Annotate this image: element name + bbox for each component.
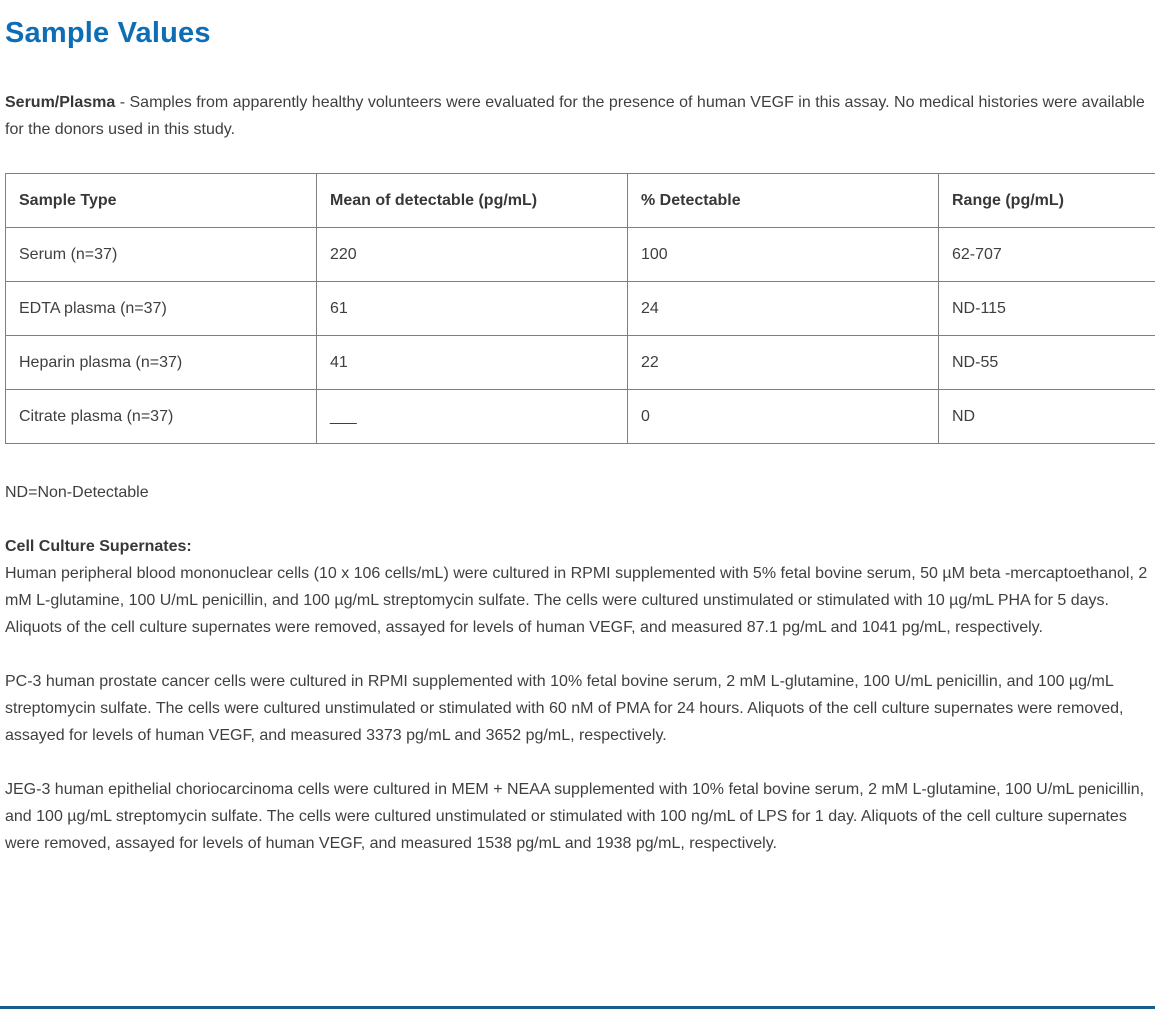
cell-range: ND (938, 389, 1155, 444)
cell-culture-text-1: Human peripheral blood mononuclear cells… (5, 565, 1148, 636)
serum-plasma-text: - Samples from apparently healthy volunt… (5, 94, 1145, 138)
col-header-percent-detectable: % Detectable (627, 173, 939, 228)
cell-percent-detectable: 24 (627, 281, 939, 336)
cell-mean: 41 (316, 335, 628, 390)
cell-culture-paragraph-1: Cell Culture Supernates: Human peripheral… (5, 533, 1148, 641)
cell-range: ND-115 (938, 281, 1155, 336)
cell-sample-type: Serum (n=37) (5, 227, 317, 282)
table-row: Serum (n=37) 220 100 62-707 (5, 227, 1155, 282)
cell-culture-paragraph-3: JEG-3 human epithelial choriocarcinoma c… (5, 781, 1145, 852)
col-header-range: Range (pg/mL) (938, 173, 1155, 228)
nd-footnote: ND=Non-Detectable (5, 484, 149, 501)
page-content: Sample Values Serum/Plasma - Samples fro… (5, 17, 1155, 852)
cell-percent-detectable: 100 (627, 227, 939, 282)
cell-range: ND-55 (938, 335, 1155, 390)
cell-culture-heading: Cell Culture Supernates: (5, 538, 192, 555)
table-row: Heparin plasma (n=37) 41 22 ND-55 (5, 335, 1155, 390)
cell-percent-detectable: 0 (627, 389, 939, 444)
serum-plasma-paragraph: Serum/Plasma - Samples from apparently h… (5, 89, 1148, 143)
cell-mean: 220 (316, 227, 628, 282)
bottom-divider (0, 1006, 1155, 1009)
cell-culture-paragraph-2: PC-3 human prostate cancer cells were cu… (5, 673, 1124, 744)
col-header-mean: Mean of detectable (pg/mL) (316, 173, 628, 228)
table-header-row: Sample Type Mean of detectable (pg/mL) %… (5, 173, 1155, 228)
cell-percent-detectable: 22 (627, 335, 939, 390)
cell-mean: 61 (316, 281, 628, 336)
cell-mean: ___ (316, 389, 628, 444)
sample-values-table: Sample Type Mean of detectable (pg/mL) %… (5, 173, 1155, 444)
cell-range: 62-707 (938, 227, 1155, 282)
page-title: Sample Values (5, 17, 211, 49)
table-row: Citrate plasma (n=37) ___ 0 ND (5, 389, 1155, 444)
cell-sample-type: Heparin plasma (n=37) (5, 335, 317, 390)
cell-sample-type: EDTA plasma (n=37) (5, 281, 317, 336)
serum-plasma-label: Serum/Plasma (5, 94, 116, 111)
cell-sample-type: Citrate plasma (n=37) (5, 389, 317, 444)
col-header-sample-type: Sample Type (5, 173, 317, 228)
table-row: EDTA plasma (n=37) 61 24 ND-115 (5, 281, 1155, 336)
